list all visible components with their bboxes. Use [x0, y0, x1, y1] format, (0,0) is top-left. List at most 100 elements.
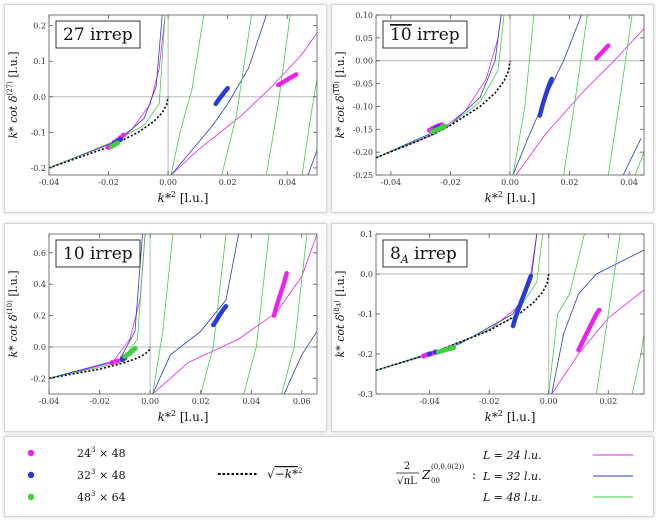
zeta-curve-L48-0: [49, 234, 146, 379]
x-tick-label: 0.04: [278, 178, 296, 187]
legend-ensemble-label: 323 × 48: [77, 468, 126, 482]
zeta-curve-L24-1: [170, 32, 317, 175]
y-tick-label: 0.00: [355, 57, 373, 66]
y-tick-label: 0.2: [33, 22, 46, 31]
irrep-title: 8A irrep: [382, 239, 468, 268]
irrep-title-text: 10 irrep: [390, 25, 460, 45]
zeta-curve-L48-2: [563, 15, 588, 175]
x-tick-label: -0.02: [89, 397, 110, 406]
irrep-title: 27 irrep: [55, 20, 141, 49]
y-tick-label: 0.6: [33, 249, 46, 258]
zeta-curve-L32-1: [152, 234, 239, 394]
y-tick-label: -0.2: [31, 164, 46, 173]
y-axis-label: k* cot δ(10) [l.u.]: [6, 270, 20, 357]
zeta-colon: :: [472, 468, 476, 482]
y-tick-label: -0.20: [352, 148, 373, 157]
legend-svg: 243 × 48 323 × 48 483 × 64 √−k*2 2 √πL Z(0,0,0…: [27, 446, 633, 504]
data-point-L24: [120, 132, 127, 138]
y-tick-label: -0.1: [31, 128, 46, 137]
data-point-L48: [441, 123, 448, 129]
y-tick-label: 0.1: [33, 57, 46, 66]
plot-area: [376, 234, 644, 394]
data-band-L32: [510, 273, 534, 329]
legend: 243 × 48 323 × 48 483 × 64 √−k*2 2 √πL Z (0,0,0…: [4, 436, 654, 517]
y-tick-label: 0.0: [360, 270, 373, 279]
data-band-L32: [211, 303, 229, 328]
x-tick-label: 0.06: [293, 397, 311, 406]
chart-10-irrep: -0.04 -0.02 0.00 0.02 0.04 0.06 -0.2 0.0 0.2 0.4 0…: [6, 233, 318, 424]
x-tick-label: 0.02: [599, 397, 617, 406]
plot-area: [49, 15, 317, 175]
data-band-L32: [213, 85, 230, 107]
y-tick-label: 0.0: [33, 93, 46, 102]
irrep-title-text: 27 irrep: [63, 25, 133, 45]
zeta-curve-L48-1: [512, 15, 535, 175]
plot-frame: [48, 14, 318, 176]
data-point-L32: [427, 351, 433, 357]
zeta-curve-L24-1: [515, 28, 644, 175]
irrep-title-box: [382, 20, 468, 49]
irrep-title: 10 irrep: [55, 239, 141, 268]
y-tick-label: -0.05: [352, 80, 373, 89]
y-tick-label: -0.15: [352, 125, 373, 134]
x-tick-label: 0.04: [620, 178, 638, 187]
zeta-curve-L48-1: [170, 15, 205, 175]
legend-marker-L24: [27, 449, 35, 457]
y-axis-label: k* cot δ(10) [l.u.]: [333, 51, 347, 138]
data-band-L24: [594, 43, 611, 61]
chart-8A-irrep: -0.04 -0.02 0.00 0.02 -0.3 -0.2 -0.1 0.0 0.1 k*2 …: [333, 230, 645, 424]
x-tick-label: 0.00: [540, 397, 558, 406]
panel-10-irrep: -0.04 -0.02 0.00 0.02 0.04 0.06 -0.2 0.0 0.2 0.4 0…: [4, 223, 327, 432]
zeta-curve-L48-2: [221, 15, 252, 175]
legend-marker-L48: [27, 493, 35, 501]
x-axis-label: k*2 [l.u.]: [158, 409, 209, 424]
zeta-curve-L24-0: [49, 15, 166, 169]
y-tick-label: 0.05: [355, 34, 373, 43]
zeta-curve-L48-4: [281, 234, 308, 394]
x-tick-label: -0.04: [39, 397, 60, 406]
zeta-curve-L48-0: [49, 15, 166, 169]
zeta-symbol: Z: [421, 468, 431, 482]
data-band-L24: [276, 72, 299, 88]
y-axis-label: k* cot δ(27) [l.u.]: [6, 51, 20, 138]
data-point-L24: [109, 360, 115, 366]
irrep-title-text: 8A irrep: [390, 244, 457, 266]
panel-27-irrep: -0.04 -0.02 0.00 0.02 0.04 -0.2 -0.1 0.0 0.1 0.2 k…: [4, 4, 327, 213]
legend-size-label: L = 24 l.u.: [482, 449, 542, 462]
data-point-L48: [114, 140, 121, 146]
x-tick-label: 0.00: [159, 178, 177, 187]
x-tick-label: -0.04: [419, 397, 440, 406]
data-band-L32: [537, 76, 554, 118]
plot-area: [49, 234, 317, 394]
legend-zeta-expression: 2 √πL Z(0,0,0(2)) 00:: [396, 461, 476, 487]
zeta-curve-L24-1: [551, 289, 644, 394]
x-tick-label: -0.02: [479, 397, 500, 406]
y-tick-label: 0.1: [360, 230, 373, 239]
zeta-curve-L48-1: [548, 234, 585, 394]
zeta-superscript: (0,0,0(2)): [431, 463, 464, 471]
zeta-curve-L48-3: [243, 234, 270, 394]
y-tick-label: 0.10: [355, 11, 373, 20]
legend-ensemble-label: 483 × 64: [77, 490, 126, 504]
legend-marker-L32: [27, 471, 35, 479]
dashed-sqrt-curve: [49, 346, 151, 380]
y-tick-label: -0.3: [358, 390, 373, 399]
plot-area: [376, 15, 644, 175]
zeta-denominator: √πL: [397, 476, 417, 487]
x-tick-label: 0.00: [501, 178, 519, 187]
legend-dashed-label: √−k*2: [267, 467, 302, 481]
irrep-title: 10 irrep: [382, 20, 468, 49]
x-axis-label: k*2 [l.u.]: [485, 190, 536, 205]
x-axis-label: k*2 [l.u.]: [485, 409, 536, 424]
x-axis-label: k*2 [l.u.]: [158, 190, 209, 205]
x-tick-label: -0.04: [39, 178, 60, 187]
y-tick-label: -0.1: [358, 310, 373, 319]
legend-size-label: L = 48 l.u.: [482, 491, 542, 504]
chart-27-irrep: -0.04 -0.02 0.00 0.02 0.04 -0.2 -0.1 0.0 0.1 0.2 k…: [6, 14, 318, 205]
x-tick-label: 0.02: [219, 178, 237, 187]
y-tick-label: -0.25: [352, 171, 373, 180]
zeta-subscript: 00: [431, 477, 440, 485]
y-tick-label: 0.4: [33, 280, 46, 289]
plot-frame: [48, 233, 318, 395]
x-tick-label: 0.02: [192, 397, 210, 406]
